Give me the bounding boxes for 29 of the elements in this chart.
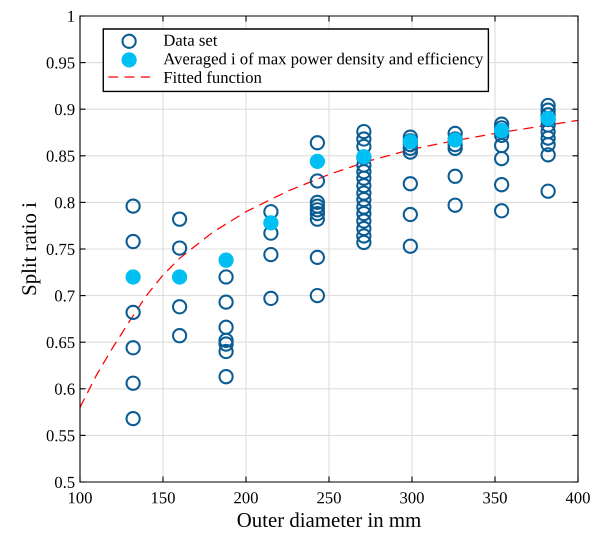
- y-tick-label: 0.55: [46, 430, 74, 442]
- x-tick-label: 150: [152, 492, 175, 504]
- legend-label: Fitted function: [164, 71, 262, 84]
- line-series: [80, 120, 578, 408]
- legend-label: Averaged i of max power density and efficiency: [163, 52, 484, 68]
- x-axis-title: Outer diameter in mm: [238, 512, 421, 528]
- x-tick-label: 400: [566, 492, 590, 504]
- y-tick-label: 1: [68, 10, 74, 22]
- y-tick-label: 0.85: [46, 150, 74, 162]
- y-tick-label: 0.95: [46, 57, 74, 69]
- x-tick-label: 250: [317, 492, 341, 504]
- x-tick-label: 300: [400, 492, 424, 504]
- x-tick-label: 350: [483, 492, 507, 504]
- y-tick-label: 0.9: [54, 104, 74, 116]
- y-tick-label: 0.6: [54, 384, 75, 395]
- y-tick-label: 0.5: [54, 476, 74, 488]
- point: [172, 269, 188, 285]
- y-tick-label: 0.7: [54, 290, 75, 302]
- y-tick-label: 0.75: [46, 244, 74, 256]
- x-tick-label: 100: [68, 492, 92, 504]
- x-tick-label: 200: [234, 492, 258, 504]
- legend-label: Data set: [164, 34, 218, 46]
- point: [263, 215, 279, 231]
- y-tick-label: 0.8: [54, 197, 75, 208]
- point: [125, 269, 141, 285]
- point: [310, 154, 326, 170]
- point: [218, 252, 234, 268]
- y-tick-label: 0.65: [46, 336, 74, 348]
- y-axis-title: Split ratio i: [22, 202, 40, 294]
